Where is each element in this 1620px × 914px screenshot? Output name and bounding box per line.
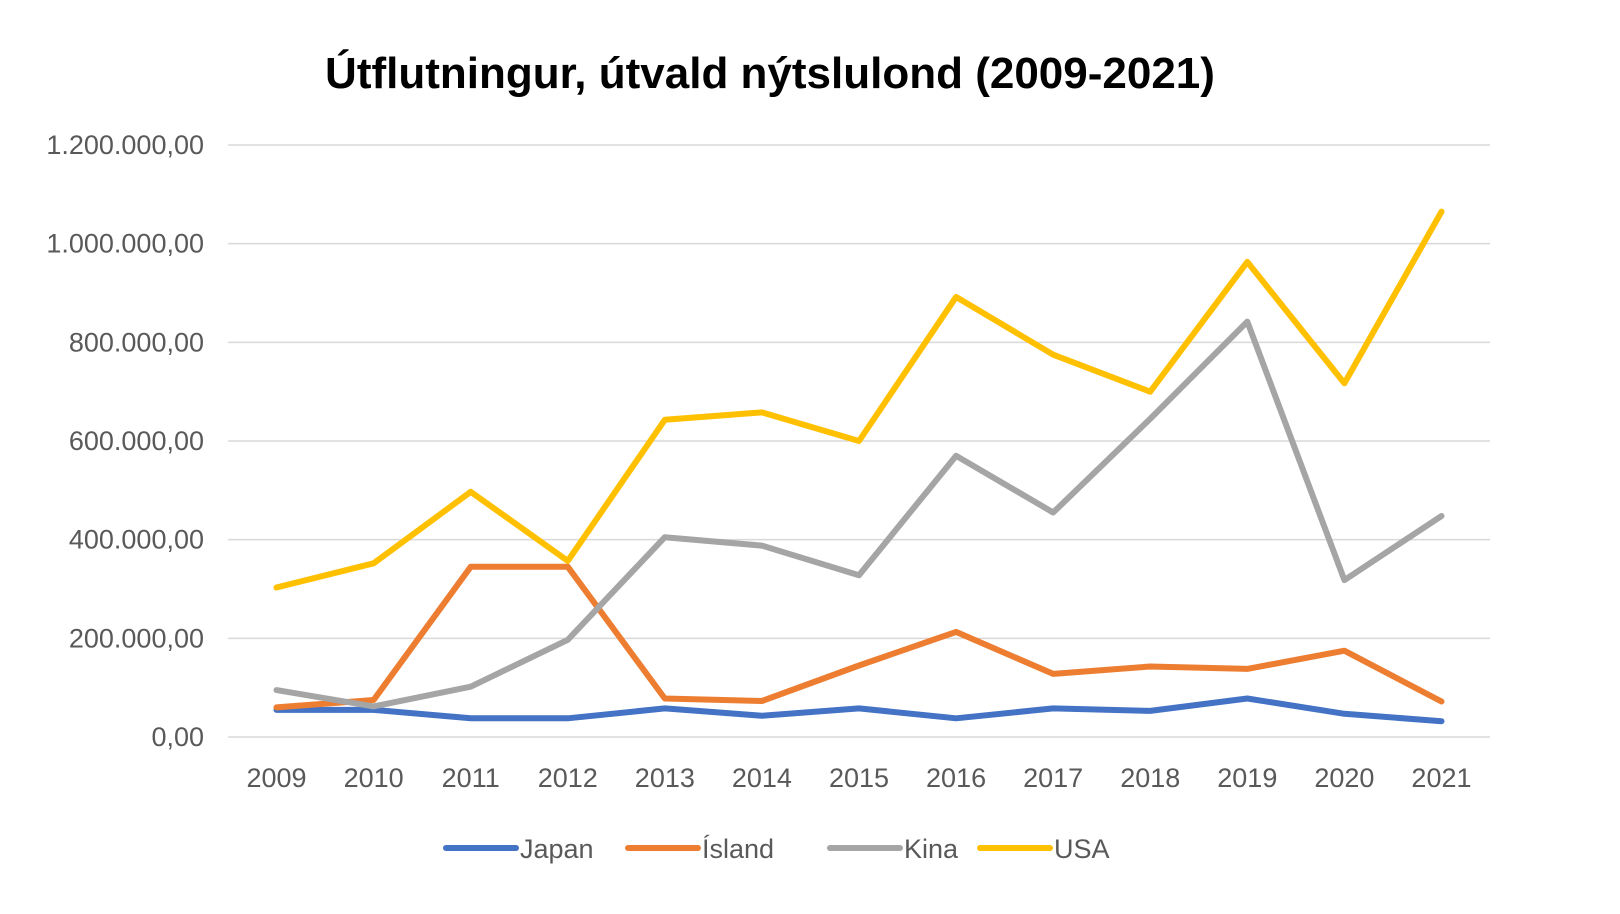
y-tick-label: 800.000,00	[69, 327, 204, 357]
y-tick-label: 200.000,00	[69, 623, 204, 653]
legend-label: USA	[1054, 834, 1110, 864]
y-tick-label: 600.000,00	[69, 426, 204, 456]
x-tick-label: 2012	[538, 763, 598, 793]
legend-label: Japan	[520, 834, 594, 864]
series-line-japan	[273, 695, 1445, 725]
y-tick-label: 0,00	[151, 722, 204, 752]
x-tick-label: 2019	[1217, 763, 1277, 793]
grid-layer	[228, 144, 1490, 738]
y-axis-ticks: 0,00 200.000,00 400.000,00 600.000,00 800.00…	[46, 130, 204, 752]
legend: Japan Ísland Kina USA	[443, 834, 1110, 864]
legend-label: Ísland	[702, 834, 774, 864]
series-line-kina	[273, 318, 1445, 710]
series-layer	[273, 208, 1445, 725]
x-tick-label: 2010	[344, 763, 404, 793]
x-tick-label: 2013	[635, 763, 695, 793]
x-tick-label: 2015	[829, 763, 889, 793]
x-tick-label: 2017	[1023, 763, 1083, 793]
chart-title: Útflutningur, útvald nýtslulond (2009-20…	[325, 48, 1215, 98]
series-line-ísland	[273, 563, 1445, 711]
legend-label: Kina	[904, 834, 959, 864]
x-tick-label: 2014	[732, 763, 792, 793]
x-tick-label: 2018	[1120, 763, 1180, 793]
y-tick-label: 1.200.000,00	[46, 130, 204, 160]
x-tick-label: 2021	[1411, 763, 1471, 793]
x-tick-label: 2020	[1314, 763, 1374, 793]
x-axis-ticks: 2009 2010 2011 2012 2013 2014 2015 2016 2017 2018…	[246, 763, 1471, 793]
y-tick-label: 400.000,00	[69, 525, 204, 555]
x-tick-label: 2009	[246, 763, 306, 793]
x-tick-label: 2011	[442, 763, 500, 793]
x-tick-label: 2016	[926, 763, 986, 793]
y-tick-label: 1.000.000,00	[46, 229, 204, 259]
series-line-usa	[273, 208, 1445, 591]
